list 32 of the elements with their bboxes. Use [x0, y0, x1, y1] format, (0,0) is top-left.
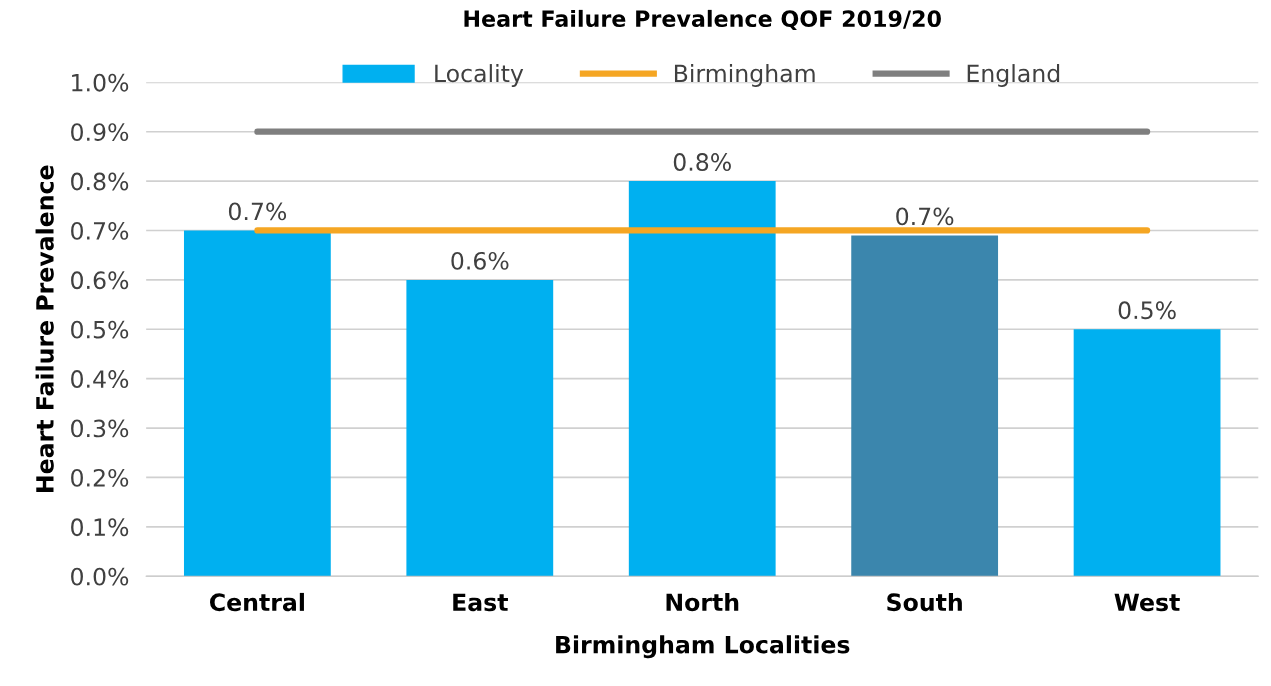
- y-tick-label: 0.3%: [71, 419, 129, 438]
- bar: [406, 279, 554, 577]
- bar: [183, 230, 331, 577]
- legend-label: England: [967, 64, 1060, 87]
- x-tick-label: South: [887, 592, 962, 612]
- y-tick-label: 0.0%: [71, 567, 129, 586]
- y-tick-label: 0.5%: [71, 320, 129, 339]
- y-tick-label: 0.8%: [71, 172, 129, 191]
- x-tick-label: North: [666, 592, 739, 612]
- x-tick-label: East: [453, 593, 508, 612]
- data-label: 0.8%: [673, 153, 731, 171]
- data-label: 0.5%: [1118, 301, 1176, 320]
- legend-label: Birmingham: [674, 64, 815, 87]
- y-tick-label: 0.6%: [71, 271, 129, 290]
- x-tick-label: Central: [210, 592, 304, 612]
- data-label: 0.7%: [228, 202, 287, 221]
- y-tick-label: 0.2%: [71, 468, 129, 487]
- x-tick-label: West: [1114, 593, 1180, 612]
- y-tick-label: 1.0%: [72, 73, 129, 92]
- legend-label: Locality: [435, 64, 524, 87]
- x-axis-title: Birmingham Localities: [556, 635, 850, 659]
- bar: [851, 235, 999, 577]
- bar: [628, 181, 776, 577]
- y-tick-label: 0.1%: [71, 518, 129, 537]
- y-tick-label: 0.4%: [71, 370, 129, 388]
- y-tick-label: 0.7%: [71, 221, 129, 240]
- data-label: 0.7%: [896, 207, 954, 226]
- data-label: 0.6%: [451, 251, 509, 270]
- chart-title: Heart Failure Prevalence QOF 2019/20: [464, 9, 941, 31]
- y-axis-title: Heart Failure Prevalence: [35, 165, 54, 492]
- bar: [1073, 329, 1221, 577]
- y-tick-label: 0.9%: [71, 123, 129, 142]
